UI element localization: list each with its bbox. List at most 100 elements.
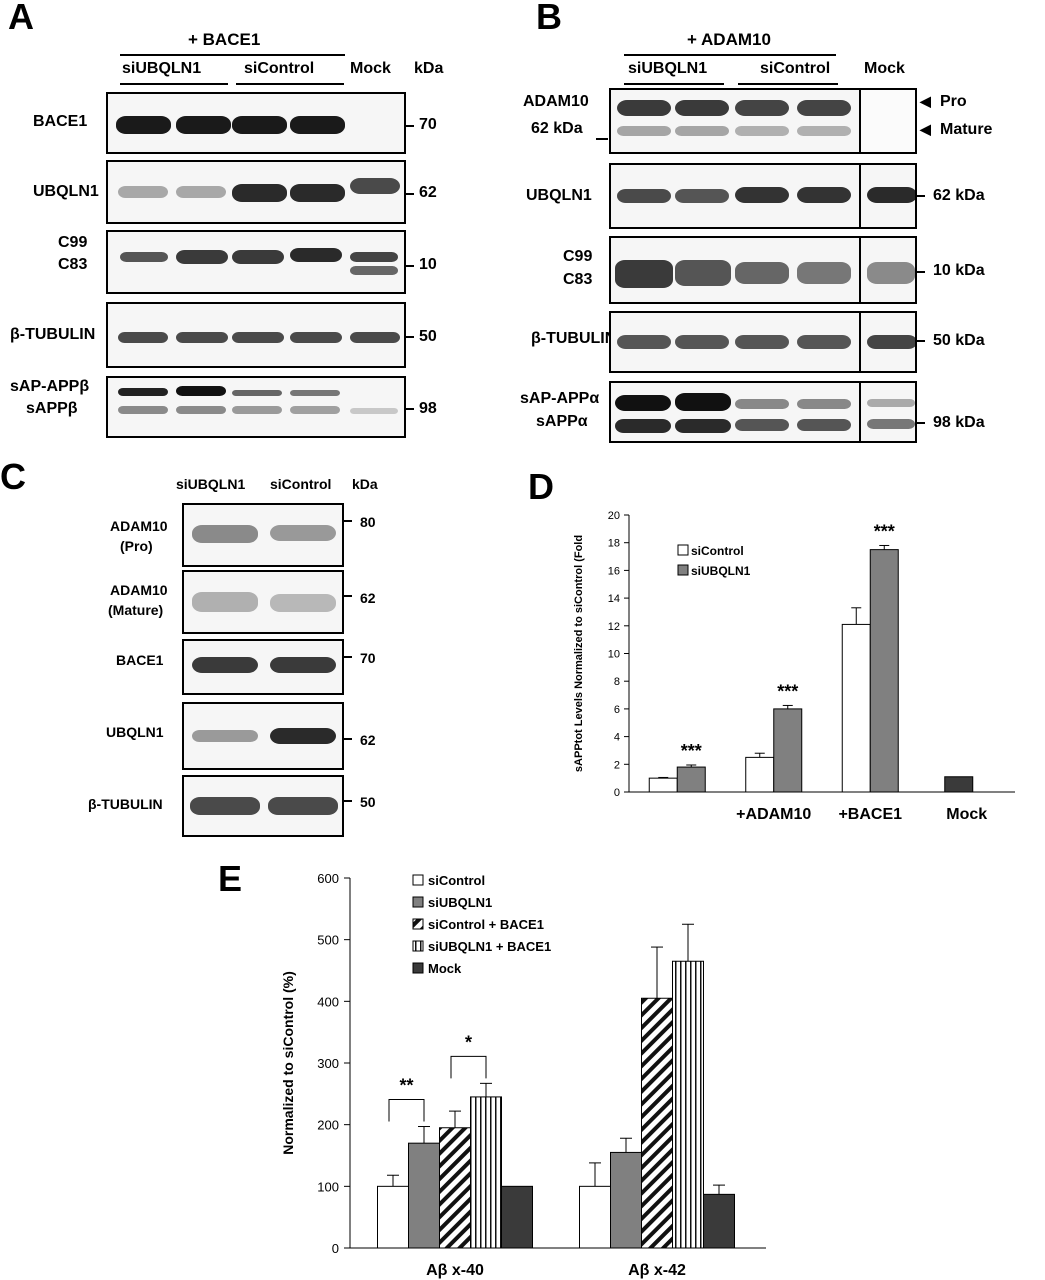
y-tick-label: 6 [614,704,620,716]
panel-c-blot-adam10-pro [182,503,344,567]
y-axis-label: sAPPtot Levels Normalized to siControl (… [573,535,585,772]
bar [745,756,775,793]
panel-b-condition-line [624,54,836,56]
panel-c-row-label: ADAM10 [110,582,168,598]
panel-a-row-label: BACE1 [33,113,88,130]
legend-swatch [412,874,424,886]
panel-b-blot-ubqln1 [609,163,917,229]
significance-bracket [450,1055,487,1079]
bar [672,960,704,1249]
significance-label: *** [681,741,702,761]
panel-b-letter: B [536,0,562,37]
y-tick-label: 500 [317,933,339,948]
x-category-label: Mock [946,806,987,823]
panel-b-row-label: C99 [563,248,593,265]
panel-a-blot-ubqln1 [106,160,406,224]
panel-b-row-label: sAP-APPα [520,390,600,407]
panel-c-row-label-2: (Pro) [120,538,153,554]
legend-swatch [412,896,424,908]
y-tick-label: 100 [317,1179,339,1194]
panel-c-blot-tubulin [182,775,344,837]
panel-b-group-mock: Mock [864,60,905,77]
panel-c-group-siubqln1: siUBQLN1 [176,476,246,492]
chart-e: 0 100 200 300 400 500 600 Normalized to siContr… [280,871,766,1279]
y-tick-label: 0 [614,787,620,799]
panel-a-marker-tick [404,408,414,410]
pro-arrow-icon: ◀ [920,93,931,109]
panel-c-marker: 70 [360,650,376,666]
panel-b-marker-tick [915,195,925,197]
panel-b-arrow-mature: Mature [940,121,993,138]
legend-swatch [412,918,424,930]
panel-a-row-label-2: sAPPβ [26,400,78,417]
bar [869,549,899,793]
significance-bracket [388,1099,425,1122]
panel-b-group-siubqln1: siUBQLN1 [628,60,708,77]
panel-b-marker-tick [915,340,925,342]
panel-a-row-label: β-TUBULIN [10,326,96,343]
bar [610,1151,642,1249]
legend-swatch [412,940,424,952]
panel-a-condition: + BACE1 [188,30,261,49]
panel-b-marker: 62 kDa [933,187,985,204]
panel-b-row-label: ADAM10 [523,93,589,110]
significance-label: *** [874,521,895,541]
panel-c-group-sicontrol: siControl [270,476,332,492]
x-category-label: Aβ x-40 [426,1262,484,1279]
panel-c-marker: 62 [360,590,376,606]
y-tick-label: 10 [608,649,620,661]
panel-b-blot-tubulin [609,311,917,373]
panel-b-marker: 10 kDa [933,262,985,279]
panel-c-marker-tick [342,656,352,658]
mature-arrow-icon: ◀ [920,121,931,137]
y-tick-label: 600 [317,871,339,886]
legend-label: siControl [691,544,744,558]
panel-e-letter: E [218,858,243,899]
y-tick-label: 4 [614,732,620,744]
panel-a-kda: kDa [414,60,444,77]
y-tick-label: 300 [317,1056,339,1071]
bar [676,766,706,793]
panel-a-marker-tick [404,193,414,195]
legend-label: siUBQLN1 [428,895,492,910]
panel-a-marker: 10 [419,256,437,273]
panel-a-marker: 98 [419,400,437,417]
bar [648,777,678,793]
bar [773,708,803,793]
panel-b-marker: 98 kDa [933,414,985,431]
y-tick-label: 2 [614,759,620,771]
panel-b-blot-sappalpha [609,381,917,443]
legend-label: siUBQLN1 [691,564,751,578]
legend-swatch [677,564,689,576]
panel-b-condition: + ADAM10 [687,30,771,49]
panel-a-letter: A [8,0,34,37]
panel-b-group-line-2 [738,83,838,85]
panel-b-row-label: β-TUBULIN [531,330,617,347]
bar [439,1127,471,1249]
panel-b-blot-adam10 [609,88,917,154]
y-tick-label: 16 [608,565,620,577]
bar [841,623,871,793]
panel-c-marker-tick [342,738,352,740]
panel-d-letter: D [528,466,554,507]
panel-b-marker-tick [596,138,608,140]
panel-a-blot-sappbeta [106,376,406,438]
bar [408,1142,440,1249]
legend-label: siUBQLN1 + BACE1 [428,939,551,954]
significance-label: ** [399,1076,413,1096]
panel-b-blot-c99-c83 [609,236,917,304]
y-tick-label: 20 [608,510,620,522]
legend-label: siControl + BACE1 [428,917,544,932]
panel-b-group-line-1 [624,83,724,85]
panel-b-row-label: UBQLN1 [526,187,592,204]
panel-c-marker-tick [342,595,352,597]
y-tick-label: 400 [317,994,339,1009]
panel-b-marker-tick [915,422,925,424]
y-tick-label: 18 [608,538,620,550]
panel-c-marker-tick [342,800,352,802]
x-category-label: Aβ x-42 [628,1262,686,1279]
panel-a-marker: 62 [419,184,437,201]
panel-a-group-line-2 [236,83,344,85]
panel-a-marker: 50 [419,328,437,345]
panel-a-group-sicontrol: siControl [244,60,315,77]
